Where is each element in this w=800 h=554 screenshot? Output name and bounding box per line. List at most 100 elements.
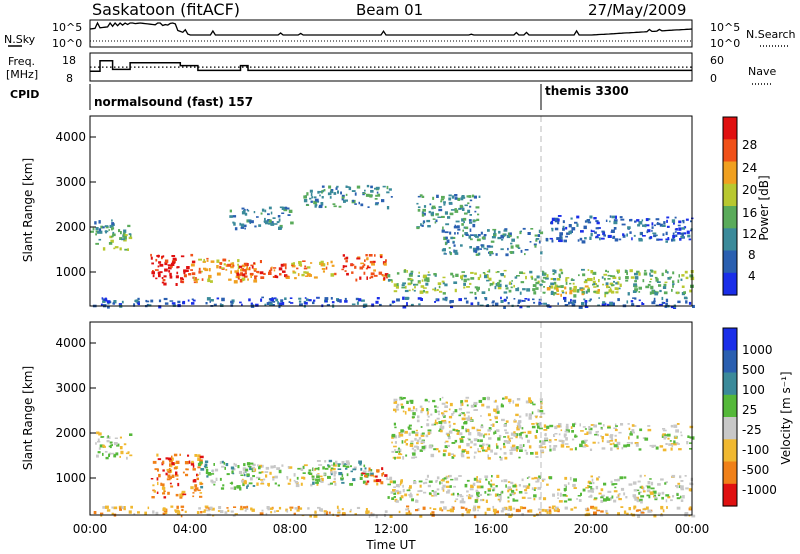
power-cell	[562, 220, 565, 224]
power-cell	[343, 265, 348, 268]
power-cell	[469, 214, 472, 216]
velocity-cell	[394, 456, 396, 460]
velocity-cell	[258, 466, 261, 470]
velocity-cell	[144, 511, 147, 515]
power-cell	[348, 186, 352, 191]
power-cell	[530, 228, 534, 230]
power-cell	[366, 184, 370, 188]
velocity-cell	[662, 433, 666, 437]
power-cell	[522, 227, 526, 230]
velocity-cell	[248, 482, 253, 485]
power-cell	[113, 300, 117, 304]
velocity-cell	[544, 437, 548, 440]
velocity-cell	[507, 486, 512, 490]
power-cell	[438, 206, 442, 208]
velocity-cell	[418, 437, 422, 440]
velocity-cell	[598, 476, 601, 479]
power-cell	[481, 236, 486, 240]
velocity-cell	[565, 437, 568, 441]
power-cell	[410, 270, 414, 273]
power-cell	[124, 248, 128, 251]
power-colorbar-ticks: 4 8 12 16 20 24 28	[742, 138, 757, 283]
power-cell	[326, 262, 329, 266]
velocity-cell	[534, 436, 538, 439]
power-cell	[664, 305, 668, 308]
velocity-cell	[192, 468, 196, 471]
nave-tick-bottom: 0	[710, 72, 717, 85]
power-cell	[370, 190, 374, 193]
power-cell	[443, 203, 446, 206]
power-cell	[259, 271, 264, 275]
power-cell	[607, 234, 612, 238]
power-cell	[396, 298, 400, 302]
velocity-cell	[398, 452, 401, 455]
velocity-cell	[449, 474, 452, 478]
power-cell	[442, 297, 445, 301]
power-cell	[522, 272, 526, 275]
velocity-cell	[335, 460, 338, 465]
power-cell	[323, 189, 326, 192]
velocity-cell	[192, 464, 195, 468]
power-cell	[229, 209, 232, 213]
power-cell	[507, 302, 510, 305]
power-cell	[426, 278, 430, 283]
power-cell	[665, 298, 669, 303]
velocity-cell	[543, 497, 547, 501]
velocity-cell	[479, 439, 483, 443]
power-cell	[292, 270, 295, 273]
beam-title: Beam 01	[356, 1, 423, 19]
velocity-cell	[589, 448, 593, 451]
velocity-cell	[480, 446, 484, 450]
power-cell	[596, 291, 600, 294]
power-cell	[216, 265, 219, 269]
power-cell	[417, 209, 421, 212]
velocity-cell	[446, 476, 449, 479]
power-cell	[503, 269, 507, 272]
velocity-cell	[175, 509, 179, 513]
velocity-cell	[259, 512, 264, 515]
velocity-cell	[170, 463, 173, 468]
velocity-cell	[548, 510, 552, 515]
velocity-cell	[315, 478, 320, 481]
velocity-cell	[239, 508, 244, 511]
power-cell	[449, 252, 452, 256]
power-cell	[569, 289, 573, 292]
power-cell	[431, 205, 436, 208]
velocity-cell	[588, 496, 591, 498]
power-cell	[180, 277, 184, 280]
power-cell	[659, 223, 663, 227]
velocity-cell	[473, 438, 478, 442]
velocity-cell	[343, 463, 348, 465]
velocity-cell	[274, 475, 278, 479]
power-cell	[665, 302, 668, 306]
velocity-cell	[446, 485, 450, 488]
power-cell	[158, 305, 162, 309]
power-cell	[510, 286, 513, 289]
power-cell	[600, 237, 605, 240]
power-cell	[685, 276, 689, 280]
power-cell	[241, 264, 244, 268]
cpid-label: CPID	[10, 88, 39, 101]
velocity-cell	[179, 495, 183, 499]
velocity-cell	[579, 423, 581, 427]
velocity-cell	[452, 492, 455, 496]
power-cell	[279, 273, 282, 276]
power-cell	[351, 303, 356, 306]
power-cell	[246, 267, 248, 270]
velocity-cell	[600, 510, 604, 513]
velocity-cell	[154, 468, 159, 471]
velocity-cell	[503, 479, 508, 483]
velocity-cell	[233, 506, 237, 508]
power-cell	[169, 272, 172, 277]
velocity-cell	[654, 497, 658, 501]
power-cell	[123, 236, 127, 240]
velocity-cell	[552, 447, 556, 451]
velocity-cell	[443, 506, 447, 510]
freq-tick-bottom: 8	[66, 72, 73, 85]
power-cell	[361, 299, 365, 302]
power-cell	[449, 212, 454, 216]
power-cell	[203, 258, 205, 262]
power-cell	[493, 233, 496, 235]
power-cell	[121, 238, 125, 241]
velocity-cell	[496, 445, 499, 449]
